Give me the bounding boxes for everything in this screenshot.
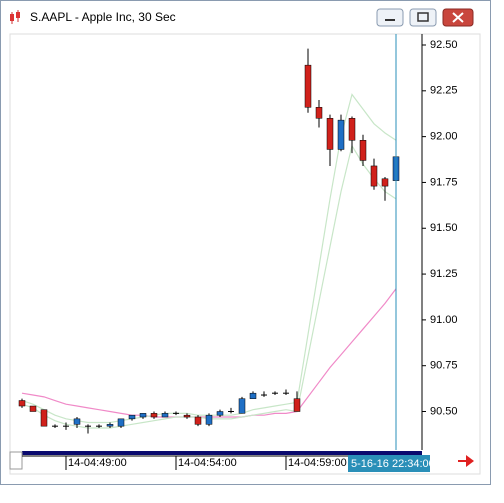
candle-body <box>128 414 136 420</box>
y-tick-label: 92.50 <box>430 39 458 51</box>
cursor-label-box <box>348 455 430 472</box>
title-bar <box>1 1 490 31</box>
candle-body <box>315 107 323 119</box>
scroll-right-arrow[interactable] <box>458 455 474 467</box>
candle-body <box>359 140 367 161</box>
candle-body <box>40 409 48 427</box>
candle-body <box>337 119 345 150</box>
y-tick-label: 90.75 <box>430 360 458 372</box>
time-scrollbar[interactable] <box>22 451 422 455</box>
plot: 90.50 90.75 91.00 91.25 91.50 91.75 92.00 92.25… <box>18 34 458 472</box>
y-tick-label: 91.75 <box>430 176 458 188</box>
candle-body <box>293 398 301 412</box>
candle-body <box>238 398 246 414</box>
x-tick-label: 14-04:54:00 <box>178 457 237 469</box>
candle-body <box>205 414 213 425</box>
candle-body <box>73 418 81 425</box>
window-title: S.AAPL - Apple Inc, 30 Sec <box>30 10 176 24</box>
y-tick-label: 91.50 <box>430 222 458 234</box>
x-tick-label: 14-04:49:00 <box>68 457 127 469</box>
candle-body <box>348 118 356 141</box>
candle-body <box>249 392 257 399</box>
x-tick-label: 14-04:59:00 <box>288 457 347 469</box>
candle-body <box>194 416 202 425</box>
y-tick-label: 90.50 <box>430 405 458 417</box>
candle-body <box>161 413 169 418</box>
candle-body <box>183 414 191 418</box>
candle-body <box>326 118 334 150</box>
maximize-glyph <box>417 12 429 22</box>
candle-body <box>304 64 312 108</box>
y-tick-label: 92.25 <box>430 85 458 97</box>
candle-body <box>139 413 147 418</box>
candle-body <box>381 178 389 187</box>
close-glyph <box>452 12 464 23</box>
y-tick-label: 92.00 <box>430 131 458 143</box>
y-tick-label: 91.00 <box>430 314 458 326</box>
maximize-button[interactable] <box>409 8 437 27</box>
cursor-label: 5-16-16 22:34:00 <box>351 458 435 470</box>
candle-body <box>29 405 37 412</box>
app-icon <box>10 10 20 24</box>
candle-body <box>18 400 26 407</box>
y-tick-label: 91.25 <box>430 268 458 280</box>
scroll-box[interactable] <box>9 451 23 470</box>
candle-body <box>370 165 378 187</box>
candle-body <box>117 418 125 427</box>
candle-body <box>106 424 114 427</box>
candle-body <box>150 413 158 418</box>
minimize-button[interactable] <box>376 8 404 27</box>
candle-body <box>216 411 224 416</box>
